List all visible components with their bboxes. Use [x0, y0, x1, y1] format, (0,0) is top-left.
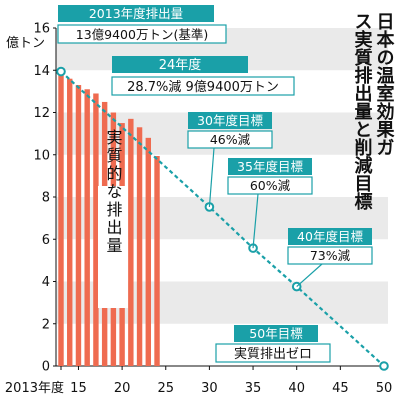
y-tick-label: 10: [33, 148, 50, 163]
annotation-box: [288, 228, 372, 245]
y-tick-label: 16: [33, 22, 50, 37]
bar-label-box: [98, 186, 128, 308]
emission-bar: [145, 137, 152, 366]
x-tick-label: 45: [332, 381, 349, 396]
emission-bar: [58, 71, 64, 366]
emission-bar: [154, 156, 160, 366]
x-tick-label: 30: [201, 381, 218, 396]
annotation-text: 73%減: [310, 248, 351, 263]
annotation-box: [58, 5, 214, 22]
annotation-box: [57, 24, 227, 44]
annotation-box: [215, 343, 331, 363]
annotation-leader: [252, 193, 259, 249]
emission-bar: [136, 127, 143, 366]
annotation-2024: 24年度 28.7%減 9億9400万トン: [111, 56, 295, 96]
x-tick-label: 15: [70, 381, 87, 396]
annotation-box: [234, 325, 318, 342]
annotation-text: 13億9400万トン(基準): [76, 27, 208, 42]
annotation-text: 2013年度排出量: [89, 6, 183, 21]
annotation-leader: [208, 147, 215, 207]
y-tick-label: 4: [42, 275, 50, 290]
target-point: [379, 361, 389, 371]
x-tick-label: 2013年度: [5, 380, 64, 396]
emission-bar: [75, 85, 82, 366]
x-tick-label: 35: [245, 381, 262, 396]
annotation-text: 実質排出ゼロ: [234, 346, 312, 362]
annotation-2040: 40年度目標 73%減: [287, 228, 373, 265]
annotation-box: [112, 56, 248, 73]
emission-bar: [84, 89, 90, 366]
x-tick-label: 40: [288, 381, 305, 396]
annotation-text: 30年度目標: [197, 113, 263, 128]
annotation-text: 60%減: [250, 178, 291, 193]
annotation-box: [227, 176, 313, 195]
y-tick-label: 2: [42, 317, 50, 332]
y-tick-label: 12: [33, 106, 50, 121]
y-tick-label: 6: [42, 233, 50, 248]
annotation-text: 40年度目標: [297, 229, 363, 244]
annotation-leader: [296, 263, 323, 288]
annotation-text: 24年度: [159, 57, 202, 73]
annotation-2013: 2013年度排出量 13億9400万トン(基準): [57, 5, 227, 44]
y-axis-unit: 億トン: [6, 35, 45, 51]
annotation-box: [188, 112, 272, 129]
target-point: [56, 66, 66, 77]
annotation-box: [187, 130, 273, 149]
emission-bar: [67, 78, 73, 366]
y-tick-label: 14: [33, 64, 50, 79]
y-tick-label: 0: [42, 360, 50, 375]
bar-label: 実質的な排出量: [104, 129, 123, 255]
annotation-box: [287, 246, 373, 265]
x-tick-label: 25: [157, 381, 174, 396]
y-tick-label: 8: [42, 191, 50, 206]
x-tick-label: 20: [114, 381, 131, 396]
emission-bar: [128, 118, 134, 367]
annotation-2035: 35年度目標 60%減: [227, 158, 313, 195]
emission-bar: [93, 93, 99, 367]
annotation-text: 50年目標: [249, 326, 303, 341]
x-tick-label: 50: [376, 381, 393, 396]
annotation-box: [111, 76, 295, 96]
annotation-box: [228, 158, 312, 175]
chart-title-col2: ス実質排出量と削減目標: [352, 12, 373, 211]
annotation-text: 28.7%減 9億9400万トン: [127, 79, 279, 95]
annotation-text: 46%減: [210, 132, 251, 147]
annotation-text: 35年度目標: [237, 159, 303, 174]
chart-title-col1: 日本の温室効果ガ: [374, 12, 396, 156]
annotation-2030: 30年度目標 46%減: [187, 112, 273, 149]
